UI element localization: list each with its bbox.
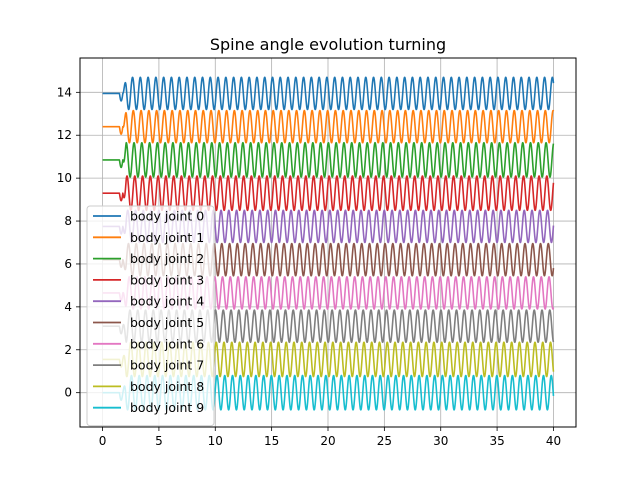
series-line-body-joint-0 (101, 76, 555, 111)
x-tick-label: 25 (377, 434, 392, 448)
axis-ticks: 0 5 10 15 20 25 30 35 40 0 2 4 6 8 10 12 14 (57, 85, 561, 448)
legend-box (86, 205, 215, 427)
legend-label: body joint 0 (130, 209, 204, 224)
x-tick-label: 35 (489, 434, 504, 448)
y-tick-label: 10 (57, 171, 72, 185)
chart-title: Spine angle evolution turning (210, 35, 446, 54)
y-tick-label: 14 (57, 85, 72, 99)
x-tick-label: 15 (264, 434, 279, 448)
legend-label: body joint 5 (130, 315, 204, 330)
legend-label: body joint 1 (130, 230, 204, 245)
x-tick-label: 0 (99, 434, 107, 448)
legend-label: body joint 3 (130, 272, 204, 287)
x-tick-label: 40 (546, 434, 561, 448)
legend-label: body joint 2 (130, 251, 204, 266)
legend: body joint 0 body joint 1 body joint 2 body… (86, 205, 215, 427)
x-tick-label: 30 (433, 434, 448, 448)
legend-label: body joint 4 (130, 294, 204, 309)
x-tick-label: 5 (155, 434, 163, 448)
y-tick-label: 2 (64, 343, 72, 357)
x-tick-label: 10 (208, 434, 223, 448)
y-tick-label: 8 (64, 214, 72, 228)
series-line-body-joint-1 (101, 109, 555, 144)
legend-label: body joint 8 (130, 379, 204, 394)
series-line-body-joint-2 (101, 141, 555, 178)
x-tick-label: 20 (320, 434, 335, 448)
y-tick-label: 0 (64, 386, 72, 400)
y-tick-label: 4 (64, 300, 72, 314)
legend-label: body joint 9 (130, 400, 204, 415)
y-tick-label: 12 (57, 128, 72, 142)
legend-label: body joint 7 (130, 358, 204, 373)
legend-label: body joint 6 (130, 336, 204, 351)
y-tick-label: 6 (64, 257, 72, 271)
